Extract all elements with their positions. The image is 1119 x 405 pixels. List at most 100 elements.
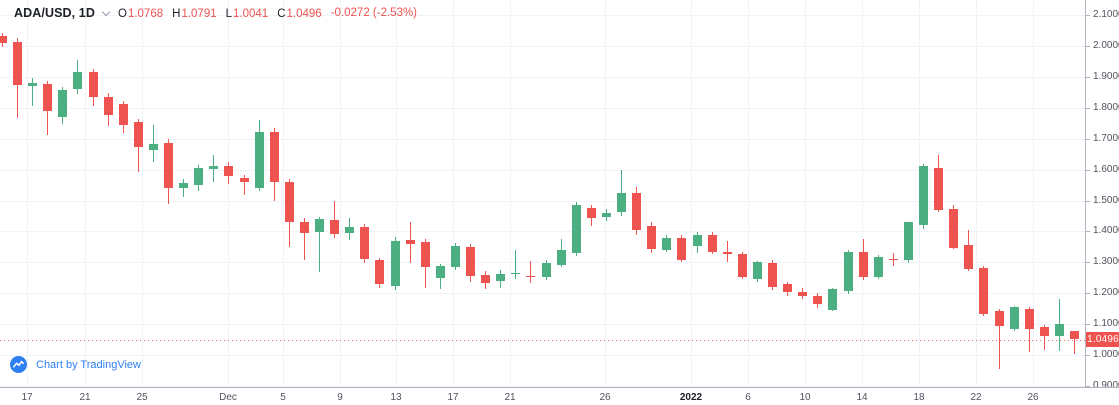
grid-line-horizontal (0, 293, 1085, 294)
candle (783, 284, 792, 292)
candle (421, 242, 430, 267)
candle (104, 97, 113, 115)
candle (662, 238, 671, 250)
candle (73, 72, 82, 89)
candle (240, 178, 249, 182)
ohlc-open: O1.0768 (118, 6, 163, 20)
candle-wick (999, 309, 1000, 369)
y-tick-label: 1.4000 (1093, 225, 1119, 236)
candle (270, 132, 279, 182)
candle (572, 205, 581, 253)
x-tick-label: 26 (599, 392, 611, 403)
candle (1025, 309, 1034, 329)
candle (798, 292, 807, 296)
candle (753, 262, 762, 279)
candle (828, 289, 837, 310)
candle (149, 144, 158, 150)
y-axis-tick (1086, 108, 1090, 109)
chevron-down-icon[interactable] (101, 7, 111, 16)
y-axis-tick (1086, 293, 1090, 294)
x-tick-label: 9 (337, 392, 343, 403)
y-axis-tick (1086, 15, 1090, 16)
y-tick-label: 1.7000 (1093, 133, 1119, 144)
ohlc-open-value: 1.0768 (127, 8, 164, 20)
y-axis-tick (1086, 386, 1090, 387)
candle (179, 183, 188, 188)
candle (13, 42, 22, 85)
candle (466, 247, 475, 276)
symbol-title[interactable]: ADA/USD, 1D (14, 6, 95, 20)
grid-line-vertical (27, 0, 28, 387)
attribution-text: Chart by TradingView (36, 358, 141, 371)
grid-line-horizontal (0, 46, 1085, 47)
y-axis-tick (1086, 201, 1090, 202)
grid-line-vertical (691, 0, 692, 387)
grid-line-horizontal (0, 386, 1085, 387)
ohlc-low-label: L (225, 8, 233, 20)
grid-line-vertical (748, 0, 749, 387)
ohlc-close-value: 1.0496 (286, 8, 322, 20)
tradingview-attribution-link[interactable]: Chart by TradingView (10, 356, 141, 373)
y-axis-tick (1086, 355, 1090, 356)
candle-wick (244, 175, 245, 195)
x-tick-label: 5 (280, 392, 286, 403)
time-scale[interactable]: 17 21 25 Dec 5 9 13 17 21 26 2022 6 10 14 18 22 26 (0, 387, 1119, 405)
grid-line-horizontal (0, 108, 1085, 109)
x-tick-label: 26 (1027, 392, 1039, 403)
y-tick-label: 1.1000 (1093, 318, 1119, 329)
x-tick-label: 6 (745, 392, 751, 403)
last-price-line (0, 340, 1085, 341)
grid-line-horizontal (0, 77, 1085, 78)
candle (979, 268, 988, 314)
candle (194, 168, 203, 185)
candle (813, 296, 822, 304)
grid-line-vertical (1033, 0, 1034, 387)
grid-line-vertical (396, 0, 397, 387)
candle (511, 273, 520, 274)
candle-wick (727, 241, 728, 262)
x-tick-label: Dec (219, 392, 237, 403)
grid-line-horizontal (0, 201, 1085, 202)
y-axis-tick (1086, 231, 1090, 232)
x-tick-label: 10 (799, 392, 811, 403)
ohlc-high: H1.0791 (172, 6, 217, 20)
y-axis-tick (1086, 46, 1090, 47)
candle (557, 250, 566, 265)
candle (1070, 331, 1079, 339)
x-tick-label: 25 (136, 392, 148, 403)
candle (1040, 327, 1049, 336)
candle (43, 84, 52, 111)
candle-wick (334, 201, 335, 238)
x-tick-label: 2022 (679, 392, 703, 403)
change-value: -0.0272 (-2.53%) (330, 7, 418, 19)
grid-line-vertical (805, 0, 806, 387)
candle (919, 166, 928, 225)
candle (587, 208, 596, 218)
y-tick-label: 1.8000 (1093, 102, 1119, 113)
x-tick-label: 21 (79, 392, 91, 403)
y-tick-label: 1.5000 (1093, 195, 1119, 206)
candle (542, 263, 551, 277)
grid-line-vertical (976, 0, 977, 387)
y-tick-label: 0.9000 (1093, 380, 1119, 391)
last-price-label: 1.0496 (1086, 332, 1119, 347)
candle (617, 193, 626, 212)
candle (904, 222, 913, 260)
candle (315, 219, 324, 232)
chart-pane[interactable]: ADA/USD, 1D O1.0768 H1.0791 L1.0041 C1.0… (0, 0, 1085, 387)
candle-wick (1029, 307, 1030, 352)
candle (436, 266, 445, 278)
candle (677, 238, 686, 260)
y-tick-label: 1.3000 (1093, 256, 1119, 267)
ohlc-close-label: C (277, 8, 286, 20)
y-tick-label: 2.1000 (1093, 9, 1119, 20)
candle (874, 257, 883, 277)
tradingview-logo-icon (10, 356, 27, 373)
candle (708, 235, 717, 252)
grid-line-vertical (283, 0, 284, 387)
ohlc-low: L1.0041 (226, 6, 269, 20)
